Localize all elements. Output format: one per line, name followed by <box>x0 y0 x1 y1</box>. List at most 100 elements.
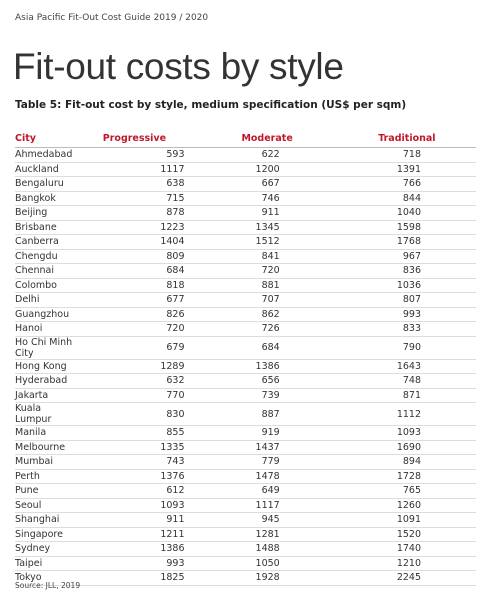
cost-cell: 765 <box>337 483 476 499</box>
cost-cell: 1036 <box>337 278 476 293</box>
table-row: Sydney 1386 1488 1740 <box>15 541 476 557</box>
cost-cell: 887 <box>196 402 338 426</box>
cost-cell: 715 <box>72 191 197 206</box>
table-row: Tokyo 1825 1928 2245 <box>15 570 476 586</box>
cost-cell: 894 <box>337 454 476 470</box>
city-cell: Manila <box>15 425 73 441</box>
table-row: Hyderabad 632 656 748 <box>15 373 476 389</box>
cost-cell: 1335 <box>72 440 197 455</box>
cost-cell: 1210 <box>337 556 476 571</box>
city-cell: Beijing <box>15 205 73 221</box>
cost-cell: 770 <box>72 388 197 403</box>
cost-cell: 919 <box>196 425 338 441</box>
table-row: Chennai 684 720 836 <box>15 263 476 279</box>
cost-cell: 945 <box>196 512 338 528</box>
cost-cell: 1690 <box>337 440 476 455</box>
cost-cell: 836 <box>337 263 476 279</box>
cost-cell: 1093 <box>337 425 476 441</box>
cost-cell: 911 <box>72 512 197 528</box>
cost-cell: 967 <box>337 249 476 264</box>
cost-cell: 1928 <box>196 570 338 586</box>
table-row: Pune 612 649 765 <box>15 483 476 499</box>
cost-cell: 1091 <box>337 512 476 528</box>
cost-cell: 1211 <box>72 527 197 542</box>
cost-cell: 1376 <box>72 469 197 484</box>
city-cell: Hanoi <box>15 321 73 337</box>
cost-cell: 881 <box>196 278 338 293</box>
table-row: Hong Kong 1289 1386 1643 <box>15 359 476 374</box>
table-row: Bengaluru 638 667 766 <box>15 176 476 192</box>
cost-cell: 830 <box>72 402 197 426</box>
table-row: Melbourne 1335 1437 1690 <box>15 440 476 455</box>
cost-cell: 833 <box>337 321 476 337</box>
cost-cell: 1437 <box>196 440 338 455</box>
cost-cell: 1117 <box>72 162 197 177</box>
cost-cell: 720 <box>196 263 338 279</box>
cost-cell: 612 <box>72 483 197 499</box>
cost-cell: 790 <box>337 336 476 360</box>
city-cell: Pune <box>15 483 73 499</box>
table-row: Bangkok 715 746 844 <box>15 191 476 206</box>
city-cell: Ho Chi Minh City <box>15 336 73 360</box>
cost-cell: 1345 <box>196 220 338 235</box>
city-cell: Singapore <box>15 527 73 542</box>
cost-cell: 649 <box>196 483 338 499</box>
city-cell: Perth <box>15 469 73 484</box>
city-cell: Kuala Lumpur <box>15 402 73 426</box>
city-cell: Bangkok <box>15 191 73 206</box>
cost-cell: 593 <box>72 147 197 163</box>
cost-cell: 707 <box>196 292 338 308</box>
city-cell: Chengdu <box>15 249 73 264</box>
city-cell: Bengaluru <box>15 176 73 192</box>
cost-cell: 1768 <box>337 234 476 250</box>
cost-cell: 1386 <box>72 541 197 557</box>
table-row: Hanoi 720 726 833 <box>15 321 476 337</box>
cost-cell: 855 <box>72 425 197 441</box>
cost-cell: 1404 <box>72 234 197 250</box>
table-row: Perth 1376 1478 1728 <box>15 469 476 484</box>
city-cell: Auckland <box>15 162 73 177</box>
table-row: Delhi 677 707 807 <box>15 292 476 308</box>
table-row: Beijing 878 911 1040 <box>15 205 476 221</box>
cost-cell: 1391 <box>337 162 476 177</box>
header-title: Asia Pacific Fit-Out Cost Guide 2019 / 2… <box>15 13 209 23</box>
cost-cell: 720 <box>72 321 197 337</box>
cost-cell: 1598 <box>337 220 476 235</box>
cost-cell: 809 <box>72 249 197 264</box>
table-row: Ho Chi Minh City 679 684 790 <box>15 336 476 360</box>
cost-cell: 632 <box>72 373 197 389</box>
table-row: Seoul 1093 1117 1260 <box>15 498 476 513</box>
column-header: Moderate <box>196 129 338 148</box>
cost-cell: 1488 <box>196 541 338 557</box>
city-cell: Tokyo <box>15 570 73 586</box>
cost-cell: 746 <box>196 191 338 206</box>
city-cell: Delhi <box>15 292 73 308</box>
city-cell: Taipei <box>15 556 73 571</box>
cost-cell: 1740 <box>337 541 476 557</box>
table-row: Guangzhou 826 862 993 <box>15 307 476 322</box>
cost-cell: 878 <box>72 205 197 221</box>
cost-cell: 679 <box>72 336 197 360</box>
cost-cell: 844 <box>337 191 476 206</box>
city-cell: Seoul <box>15 498 73 513</box>
table-row: Kuala Lumpur 830 887 1112 <box>15 402 476 426</box>
city-cell: Brisbane <box>15 220 73 235</box>
page-title: Fit-out costs by style <box>13 46 344 87</box>
cost-cell: 993 <box>72 556 197 571</box>
cost-cell: 1093 <box>72 498 197 513</box>
cost-cell: 1825 <box>72 570 197 586</box>
cost-cell: 1478 <box>196 469 338 484</box>
city-cell: Hyderabad <box>15 373 73 389</box>
city-cell: Canberra <box>15 234 73 250</box>
table-row: Mumbai 743 779 894 <box>15 454 476 470</box>
city-cell: Ahmedabad <box>15 147 73 163</box>
cost-cell: 1223 <box>72 220 197 235</box>
cost-cell: 748 <box>337 373 476 389</box>
cost-cell: 1050 <box>196 556 338 571</box>
cost-cell: 667 <box>196 176 338 192</box>
cost-cell: 739 <box>196 388 338 403</box>
cost-cell: 862 <box>196 307 338 322</box>
table-row: Taipei 993 1050 1210 <box>15 556 476 571</box>
cost-cell: 779 <box>196 454 338 470</box>
cost-cell: 684 <box>72 263 197 279</box>
